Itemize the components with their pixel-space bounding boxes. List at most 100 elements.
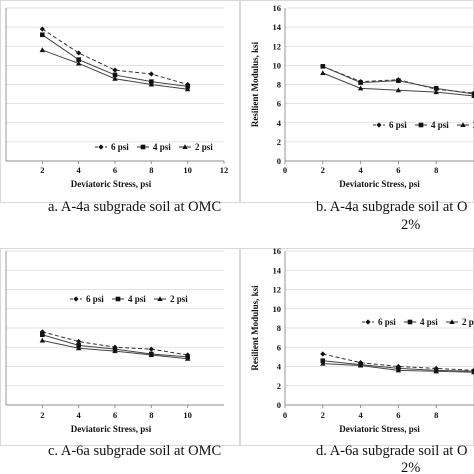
legend-item: 2 psi xyxy=(154,294,188,304)
data-point-triangle xyxy=(184,86,191,92)
data-point-diamond xyxy=(39,329,45,335)
data-point-square xyxy=(433,86,439,91)
data-point-triangle xyxy=(433,368,439,374)
x-tick-label: 8 xyxy=(434,165,438,175)
series-4-psi xyxy=(40,32,190,89)
data-point-triangle xyxy=(39,337,46,343)
data-point-diamond xyxy=(76,50,82,56)
data-point-square xyxy=(471,91,474,97)
data-point-diamond xyxy=(39,26,45,32)
x-tick-label: 0 xyxy=(283,165,287,175)
legend-item: 4 psi xyxy=(112,294,146,304)
legend: 6 psi 4 psi 2 psi xyxy=(362,317,474,327)
x-tick-label: 4 xyxy=(77,410,82,420)
x-tick-label: 8 xyxy=(149,410,153,420)
x-tick-label: 0 xyxy=(283,410,287,420)
series-6-psi xyxy=(39,329,191,358)
legend-item: 2 psi xyxy=(446,317,474,327)
legend-label: 6 psi xyxy=(111,142,129,152)
data-point-diamond xyxy=(148,346,154,352)
x-tick-label: 2 xyxy=(40,165,44,175)
data-point-square xyxy=(76,57,81,62)
legend-item: 6 psi xyxy=(362,317,396,327)
x-tick-label: 6 xyxy=(396,165,400,175)
figure-caption: d. A-6a subgrade soil at O xyxy=(316,443,467,459)
figure-caption: a. A-4a subgrade soil at OMC xyxy=(48,199,221,215)
series-line xyxy=(42,28,188,85)
data-point-diamond xyxy=(76,338,82,345)
series-2-psi xyxy=(39,337,191,361)
chart-panel-4: 0 2 4 6 8 0 2 4 6 8 10 12 14 16 Deviatoric Stress, psi… xyxy=(240,246,474,474)
legend-item: 6 psi xyxy=(95,142,129,152)
data-point-square xyxy=(471,369,474,374)
legend-label: 6 psi xyxy=(378,317,396,327)
data-point-square xyxy=(149,79,154,84)
data-point-square xyxy=(418,122,424,128)
data-point-triangle xyxy=(184,356,191,361)
data-point-triangle xyxy=(75,60,82,66)
x-tick-label: 2 xyxy=(321,165,325,175)
y-tick-label: 10 xyxy=(273,304,282,314)
data-point-triangle xyxy=(395,367,402,373)
figure-caption-continued: 2% xyxy=(401,460,420,474)
data-point-square xyxy=(140,144,146,150)
data-point-triangle xyxy=(471,369,474,375)
data-point-diamond xyxy=(365,319,371,325)
data-point-triangle xyxy=(449,319,455,324)
x-tick-label: 6 xyxy=(113,410,117,420)
legend: 6 psi 4 psi 2 psi xyxy=(70,294,188,304)
x-axis-label: Deviatoric Stress, psi xyxy=(71,424,152,434)
data-point-diamond xyxy=(148,71,154,77)
data-point-square xyxy=(320,64,326,69)
x-tick-label: 8 xyxy=(434,410,438,420)
data-point-triangle xyxy=(471,93,474,98)
x-tick-label: 10 xyxy=(183,165,192,175)
x-tick-label: 2 xyxy=(321,410,325,420)
figure-caption: b. A-4a subgrade soil at O xyxy=(316,199,467,215)
legend-label: 2 psi xyxy=(195,142,213,152)
data-point-diamond xyxy=(73,296,79,302)
data-point-square xyxy=(407,319,413,325)
legend-label: 4 psi xyxy=(431,120,449,130)
legend-item: 6 psi xyxy=(70,294,104,304)
y-tick-label: 16 xyxy=(273,3,282,13)
y-tick-label: 12 xyxy=(273,41,282,51)
data-point-triangle xyxy=(395,87,402,93)
legend-label: 4 psi xyxy=(153,142,171,152)
y-tick-label: 6 xyxy=(277,342,281,352)
y-tick-label: 0 xyxy=(277,156,281,166)
data-point-diamond xyxy=(98,144,104,150)
series-2-psi xyxy=(320,360,474,375)
y-tick-label: 14 xyxy=(273,265,282,275)
data-point-triangle xyxy=(320,360,326,366)
y-tick-label: 2 xyxy=(277,381,281,391)
x-tick-label: 12 xyxy=(220,165,229,175)
data-point-triangle xyxy=(320,70,326,76)
y-tick-label: 2 xyxy=(277,137,281,147)
legend-item: 2 psi xyxy=(457,120,474,130)
x-axis-label: Deviatoric Stress, psi xyxy=(71,179,152,189)
data-point-triangle xyxy=(148,352,155,357)
x-axis-label: Deviatoric Stress, psi xyxy=(339,179,420,189)
figure-caption: c. A-6a subgrade soil at OMC xyxy=(48,443,221,459)
series-4-psi xyxy=(320,64,474,97)
y-tick-label: 6 xyxy=(277,99,281,109)
data-point-triangle xyxy=(460,122,466,127)
x-tick-label: 8 xyxy=(149,165,153,175)
data-point-diamond xyxy=(112,67,118,73)
x-tick-label: 4 xyxy=(358,165,363,175)
y-axis-label: Resilient Modulus, ksi xyxy=(250,41,260,127)
y-tick-label: 10 xyxy=(273,60,282,70)
legend-label: 2 psi xyxy=(170,294,188,304)
data-point-square xyxy=(185,84,190,89)
legend-label: 2 psi xyxy=(462,317,474,327)
legend-label: 4 psi xyxy=(420,317,438,327)
legend-item: 4 psi xyxy=(415,120,449,130)
data-point-square xyxy=(320,358,326,364)
series-2-psi xyxy=(320,70,474,98)
y-tick-label: 0 xyxy=(277,400,281,410)
x-tick-label: 6 xyxy=(113,165,117,175)
legend-item: 2 psi xyxy=(179,142,213,152)
data-point-square xyxy=(76,343,81,348)
y-tick-label: 14 xyxy=(273,22,282,32)
